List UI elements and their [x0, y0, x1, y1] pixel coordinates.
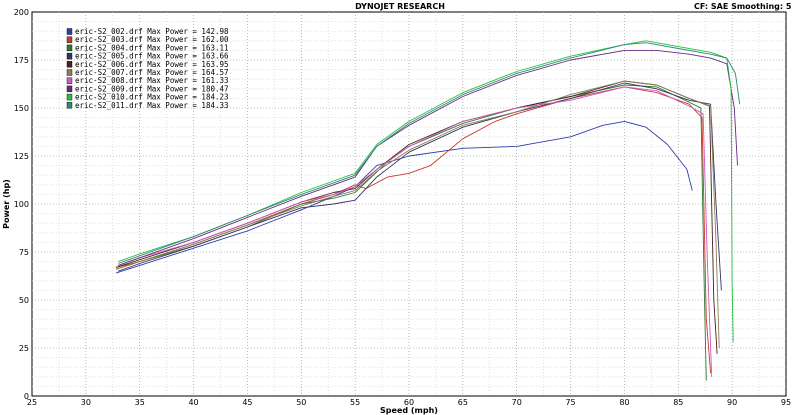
legend-entry: eric-S2_002.drf Max Power = 142.98 — [75, 27, 229, 36]
legend-entry: eric-S2_009.drf Max Power = 180.47 — [75, 84, 229, 93]
x-tick-label: 50 — [296, 398, 306, 407]
y-tick-label: 50 — [19, 296, 29, 305]
legend-swatch — [66, 93, 73, 101]
x-tick-label: 25 — [27, 398, 37, 407]
legend-swatch — [66, 44, 73, 52]
x-tick-label: 90 — [727, 398, 737, 407]
x-tick-label: 30 — [81, 398, 91, 407]
x-tick-label: 70 — [512, 398, 522, 407]
x-tick-label: 45 — [242, 398, 252, 407]
legend-swatch — [66, 77, 73, 84]
series-line-7 — [118, 86, 713, 377]
x-tick-label: 80 — [619, 398, 629, 407]
x-tick-label: 85 — [673, 398, 683, 407]
legend-swatch — [66, 69, 73, 76]
legend-entry: eric-S2_003.drf Max Power = 162.00 — [75, 35, 229, 44]
y-tick-label: 175 — [14, 56, 29, 65]
x-tick-label: 65 — [458, 398, 468, 407]
series-line-10 — [118, 42, 741, 264]
legend: eric-S2_002.drf Max Power = 142.98eric-S… — [66, 27, 229, 110]
x-tick-label: 95 — [781, 398, 791, 407]
y-tick-label: 125 — [14, 152, 29, 161]
x-axis-label: Speed (mph) — [380, 406, 438, 415]
y-axis-label: Power (hp) — [2, 179, 11, 229]
legend-entry: eric-S2_007.drf Max Power = 164.57 — [75, 68, 229, 77]
legend-entry: eric-S2_011.drf Max Power = 184.33 — [75, 101, 229, 110]
legend-entry: eric-S2_008.drf Max Power = 161.33 — [75, 76, 229, 85]
y-tick-label: 150 — [14, 104, 29, 113]
x-tick-label: 35 — [135, 398, 145, 407]
legend-swatch — [66, 28, 73, 35]
legend-swatch — [66, 61, 73, 68]
y-tick-label: 75 — [19, 248, 29, 257]
legend-swatch — [66, 36, 73, 43]
x-tick-label: 75 — [565, 398, 575, 407]
legend-swatch — [66, 52, 73, 60]
x-tick-label: 40 — [188, 398, 198, 407]
correction-settings: CF: SAE Smoothing: 5 — [694, 2, 792, 11]
series-line-1 — [115, 120, 693, 274]
y-tick-label: 100 — [14, 200, 29, 209]
y-tick-label: 25 — [19, 344, 29, 353]
legend-entry: eric-S2_005.drf Max Power = 163.66 — [75, 52, 229, 61]
series-line-6 — [115, 80, 720, 349]
gridlines — [32, 12, 786, 396]
x-tick-label: 55 — [350, 398, 360, 407]
legend-entry: eric-S2_010.drf Max Power = 184.23 — [75, 93, 229, 102]
y-tick-label: 0 — [24, 392, 29, 401]
series-line-8 — [118, 49, 738, 266]
legend-entry: eric-S2_004.drf Max Power = 163.11 — [75, 43, 229, 52]
series-line-2 — [115, 86, 712, 374]
legend-swatch — [66, 102, 73, 109]
series-line-4 — [118, 82, 722, 291]
chart-title: DYNOJET RESEARCH — [355, 2, 445, 11]
legend-entry: eric-S2_006.drf Max Power = 163.95 — [75, 60, 229, 69]
y-tick-label: 200 — [14, 8, 29, 17]
x-tick-label: 60 — [404, 398, 414, 407]
legend-swatch — [66, 85, 73, 93]
